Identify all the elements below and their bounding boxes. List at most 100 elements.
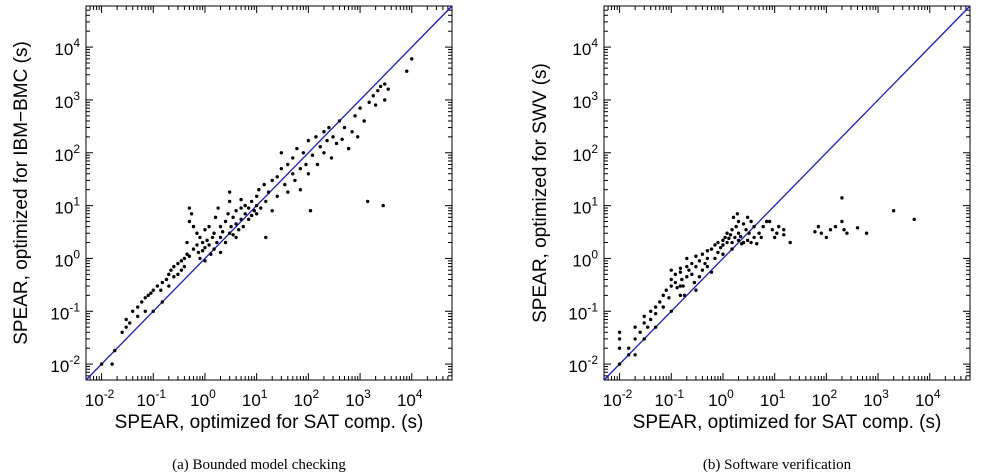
- data-point: [713, 243, 717, 247]
- data-point: [755, 242, 759, 246]
- data-point: [730, 240, 734, 245]
- data-point: [633, 337, 637, 341]
- data-point: [327, 125, 331, 130]
- data-point: [136, 305, 140, 309]
- data-point: [340, 137, 344, 141]
- data-point: [99, 362, 104, 366]
- data-point: [730, 227, 734, 232]
- data-point: [648, 317, 653, 322]
- data-point: [227, 231, 232, 235]
- data-point: [759, 235, 763, 240]
- data-point: [694, 264, 698, 269]
- data-point: [325, 138, 329, 143]
- data-point: [694, 254, 698, 258]
- data-point: [229, 224, 233, 229]
- data-point: [110, 362, 114, 366]
- y-tick-label: 103: [572, 89, 598, 112]
- data-point: [633, 325, 637, 329]
- data-point: [209, 252, 213, 256]
- data-point: [749, 240, 753, 245]
- data-point: [143, 309, 147, 313]
- data-point: [149, 291, 153, 295]
- plot-frame: [603, 5, 971, 381]
- data-point: [249, 199, 254, 204]
- data-point: [718, 245, 723, 250]
- data-point: [669, 284, 673, 288]
- data-point: [246, 217, 251, 222]
- data-point: [673, 272, 678, 277]
- data-point: [218, 235, 223, 240]
- data-point: [840, 219, 844, 224]
- data-point: [705, 256, 710, 261]
- data-point: [378, 84, 383, 89]
- data-point: [231, 233, 235, 237]
- data-point: [813, 230, 817, 234]
- y-tick-label: 102: [54, 142, 80, 165]
- data-point: [207, 224, 211, 229]
- data-point: [187, 254, 192, 258]
- data-point: [176, 261, 180, 266]
- data-point: [218, 224, 223, 229]
- data-point: [124, 317, 128, 322]
- data-point: [207, 243, 211, 247]
- data-point: [383, 98, 387, 102]
- y-axis-title: SPEAR, optimized for IBM−BMC (s): [11, 41, 32, 345]
- data-point: [721, 238, 725, 243]
- data-point: [176, 272, 180, 277]
- data-point: [736, 219, 741, 224]
- data-point: [291, 172, 295, 176]
- data-point: [286, 162, 290, 167]
- data-point: [685, 275, 689, 279]
- data-point: [120, 330, 124, 334]
- data-point: [169, 268, 173, 272]
- data-point: [279, 166, 284, 171]
- data-point: [745, 215, 750, 220]
- data-point: [185, 252, 189, 256]
- data-point: [167, 272, 171, 277]
- x-axis-title: SPEAR, optimized for SAT comp. (s): [633, 412, 942, 433]
- data-point: [705, 264, 710, 269]
- data-point: [747, 231, 751, 235]
- data-point: [654, 305, 658, 309]
- data-point: [761, 224, 765, 229]
- data-point: [709, 270, 714, 274]
- y-tick-label: 10-2: [568, 353, 598, 376]
- data-point: [767, 219, 772, 224]
- data-point: [664, 288, 668, 292]
- data-point: [681, 284, 685, 288]
- data-point: [716, 250, 720, 255]
- data-point: [127, 321, 132, 325]
- y-tick-label: 100: [572, 247, 598, 270]
- data-point: [734, 224, 738, 229]
- data-point: [741, 222, 746, 226]
- data-point: [298, 166, 303, 171]
- x-tick-label: 100: [708, 387, 734, 410]
- data-point: [654, 325, 658, 329]
- data-point: [667, 296, 671, 300]
- data-point: [782, 233, 786, 237]
- data-point: [264, 235, 268, 240]
- data-point: [752, 235, 756, 240]
- scatter-panel-software-verification: 10-210-2 10-1 10-1 100 100 101 101 102 102 103 103…: [530, 5, 971, 473]
- data-point: [310, 153, 315, 157]
- data-point: [196, 250, 201, 255]
- data-point: [749, 219, 753, 224]
- data-point: [626, 346, 631, 350]
- data-point: [381, 203, 385, 208]
- data-point: [308, 209, 313, 213]
- data-point: [376, 88, 380, 93]
- data-point: [203, 259, 207, 263]
- data-point: [160, 300, 165, 304]
- data-point: [257, 187, 261, 192]
- data-point: [678, 293, 683, 298]
- data-point: [617, 362, 622, 366]
- data-point: [146, 293, 150, 298]
- data-point: [654, 311, 658, 316]
- data-point: [249, 213, 254, 218]
- data-point: [143, 296, 147, 300]
- data-point: [690, 272, 694, 277]
- data-point: [367, 100, 371, 105]
- data-point: [709, 247, 714, 251]
- data-point: [270, 209, 274, 213]
- data-point: [195, 231, 199, 235]
